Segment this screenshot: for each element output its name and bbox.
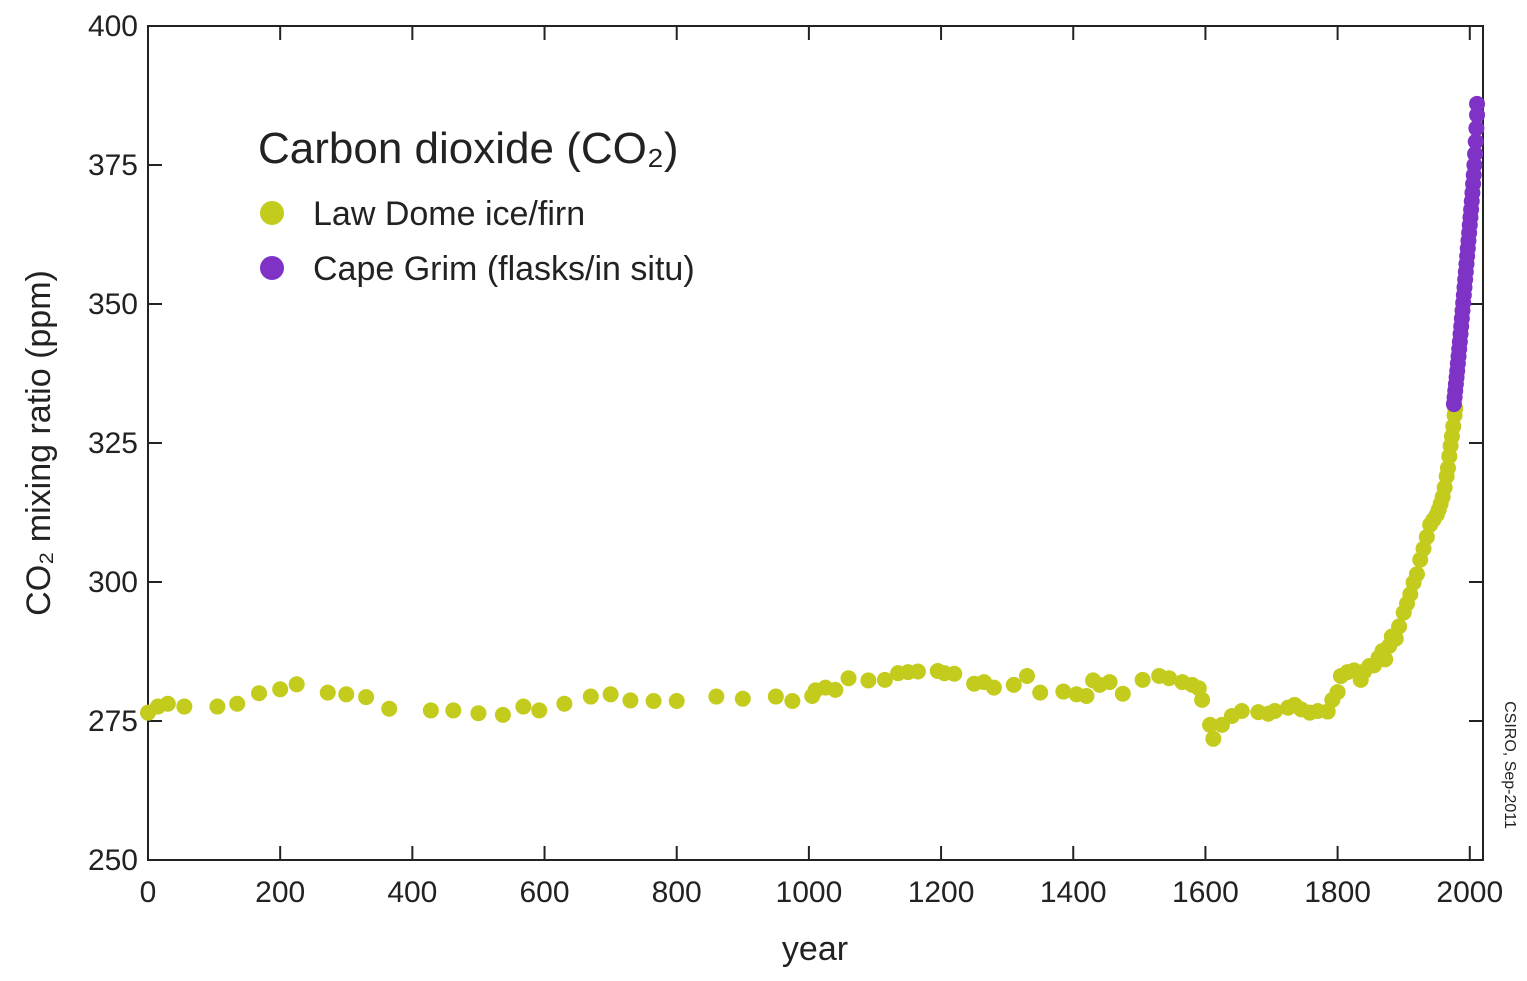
x-tick-label: 1400 (1040, 876, 1107, 909)
x-tick-label: 2000 (1436, 876, 1503, 909)
data-point (1408, 566, 1425, 583)
data-point (708, 688, 725, 705)
data-point (209, 698, 226, 715)
data-point (1418, 528, 1435, 545)
data-point (229, 695, 246, 712)
data-point (1205, 730, 1222, 747)
x-tick-label: 1600 (1172, 876, 1239, 909)
data-point (1194, 691, 1211, 708)
data-point (840, 670, 857, 687)
data-point (1018, 667, 1035, 684)
data-point (767, 688, 784, 705)
data-point (288, 676, 305, 693)
data-point (1233, 702, 1250, 719)
data-point (1134, 671, 1151, 688)
data-point (1114, 685, 1131, 702)
legend-title: Carbon dioxide (CO₂) (258, 124, 679, 173)
y-tick-label: 275 (88, 705, 138, 738)
data-point (582, 688, 599, 705)
x-tick-label: 600 (520, 876, 570, 909)
data-point (1078, 687, 1095, 704)
y-tick-label: 350 (88, 288, 138, 321)
data-point (1161, 670, 1178, 687)
data-point (159, 695, 176, 712)
data-point (381, 700, 398, 717)
data-point (1266, 702, 1283, 719)
data-point (985, 679, 1002, 696)
series-cape-grim (1445, 95, 1486, 413)
data-point (1467, 133, 1484, 150)
y-tick-label: 300 (88, 566, 138, 599)
data-point (556, 695, 573, 712)
data-point (1377, 651, 1394, 668)
data-point (338, 686, 355, 703)
data-point (1467, 145, 1484, 162)
x-tick-label: 1000 (776, 876, 843, 909)
data-point (784, 692, 801, 709)
y-tick-label: 250 (88, 844, 138, 877)
data-point (1005, 676, 1022, 693)
data-point (494, 706, 511, 723)
data-point (1387, 630, 1404, 647)
data-point (515, 698, 532, 715)
series-law-dome (140, 400, 1464, 747)
data-point (251, 685, 268, 702)
data-point (1439, 460, 1456, 477)
data-point (176, 698, 193, 715)
data-point (1469, 95, 1486, 112)
data-point (358, 689, 375, 706)
data-point (645, 692, 662, 709)
data-point (470, 705, 487, 722)
data-point (622, 692, 639, 709)
data-point (1391, 618, 1408, 635)
data-point (602, 686, 619, 703)
legend-label-law-dome: Law Dome ice/firn (313, 195, 585, 233)
y-axis-title: CO₂ mixing ratio (ppm) (20, 270, 58, 616)
credit-label: CSIRO, Sep-2011 (1501, 701, 1518, 829)
x-axis-title: year (782, 930, 848, 968)
data-point (827, 681, 844, 698)
data-point (1032, 684, 1049, 701)
data-point (531, 702, 548, 719)
data-point (1055, 683, 1072, 700)
data-point (1468, 120, 1485, 137)
legend-label-cape-grim: Cape Grim (flasks/in situ) (313, 250, 695, 288)
data-point (734, 690, 751, 707)
x-tick-label: 1800 (1304, 876, 1371, 909)
data-point (1329, 684, 1346, 701)
x-tick-label: 1200 (908, 876, 975, 909)
y-tick-label: 325 (88, 427, 138, 460)
data-point (1202, 716, 1219, 733)
data-point (319, 684, 336, 701)
data-point (909, 663, 926, 680)
x-tick-label: 200 (255, 876, 305, 909)
data-point (1101, 674, 1118, 691)
data-point (422, 702, 439, 719)
x-tick-label: 0 (140, 876, 157, 909)
data-point (445, 702, 462, 719)
y-tick-label: 375 (88, 149, 138, 182)
y-tick-label: 400 (88, 10, 138, 43)
data-point (668, 692, 685, 709)
x-tick-label: 800 (652, 876, 702, 909)
legend-marker-law-dome (260, 201, 284, 225)
data-point (272, 681, 289, 698)
data-point (946, 665, 963, 682)
x-tick-label: 400 (387, 876, 437, 909)
data-point (876, 671, 893, 688)
data-point (860, 672, 877, 689)
legend-marker-cape-grim (260, 256, 284, 280)
data-point (1469, 106, 1486, 123)
